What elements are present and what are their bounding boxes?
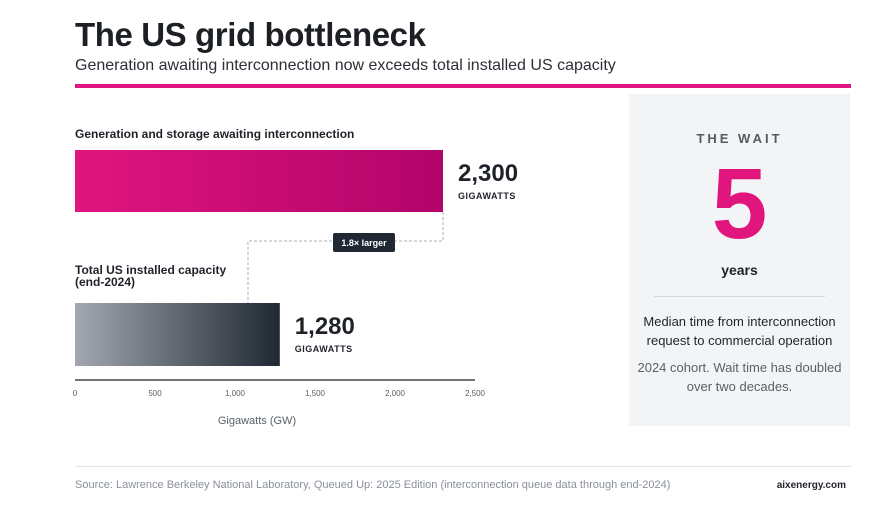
chart-subtitle: Generation awaiting interconnection now … <box>75 57 616 74</box>
wait-value: 5 <box>711 148 768 260</box>
x-tick-label: 2,500 <box>465 389 486 398</box>
bar <box>75 303 280 366</box>
footer-rule <box>75 466 851 467</box>
unit-label: GIGAWATTS <box>295 344 353 354</box>
ratio-badge <box>333 233 395 252</box>
source-note: Source: Lawrence Berkeley National Labor… <box>75 479 671 491</box>
x-tick-label: 500 <box>148 389 162 398</box>
x-tick-label: 1,000 <box>225 389 246 398</box>
category-label: Total US installed capacity <box>75 263 226 277</box>
wait-panel: THE WAIT 5 years Median time from interc… <box>629 94 850 426</box>
chart-title: The US grid bottleneck <box>75 16 426 53</box>
x-axis-label: Gigawatts (GW) <box>218 415 296 427</box>
header-rule <box>75 84 851 88</box>
wait-description: Median time from interconnection request… <box>643 314 836 348</box>
ratio-annotation: 1.8× larger <box>341 238 387 248</box>
bar <box>75 150 443 212</box>
brand-link[interactable]: aixenergy.com <box>776 480 846 491</box>
wait-heading: THE WAIT <box>696 131 783 146</box>
x-tick-label: 2,000 <box>385 389 406 398</box>
value-label: 2,300 <box>458 160 518 187</box>
panel-divider <box>654 296 825 297</box>
x-tick-label: 1,500 <box>305 389 326 398</box>
ratio-connector <box>247 212 444 303</box>
bar-chart: 1.8× larger Generation and storage awaiti… <box>73 127 518 427</box>
value-label: 1,280 <box>295 313 355 340</box>
unit-label: GIGAWATTS <box>458 191 516 201</box>
category-label: Generation and storage awaiting intercon… <box>75 127 354 141</box>
wait-unit: years <box>721 262 758 278</box>
category-label: (end-2024) <box>75 275 135 289</box>
wait-note: 2024 cohort. Wait time has doubled over … <box>637 360 842 394</box>
x-tick-label: 0 <box>73 389 78 398</box>
